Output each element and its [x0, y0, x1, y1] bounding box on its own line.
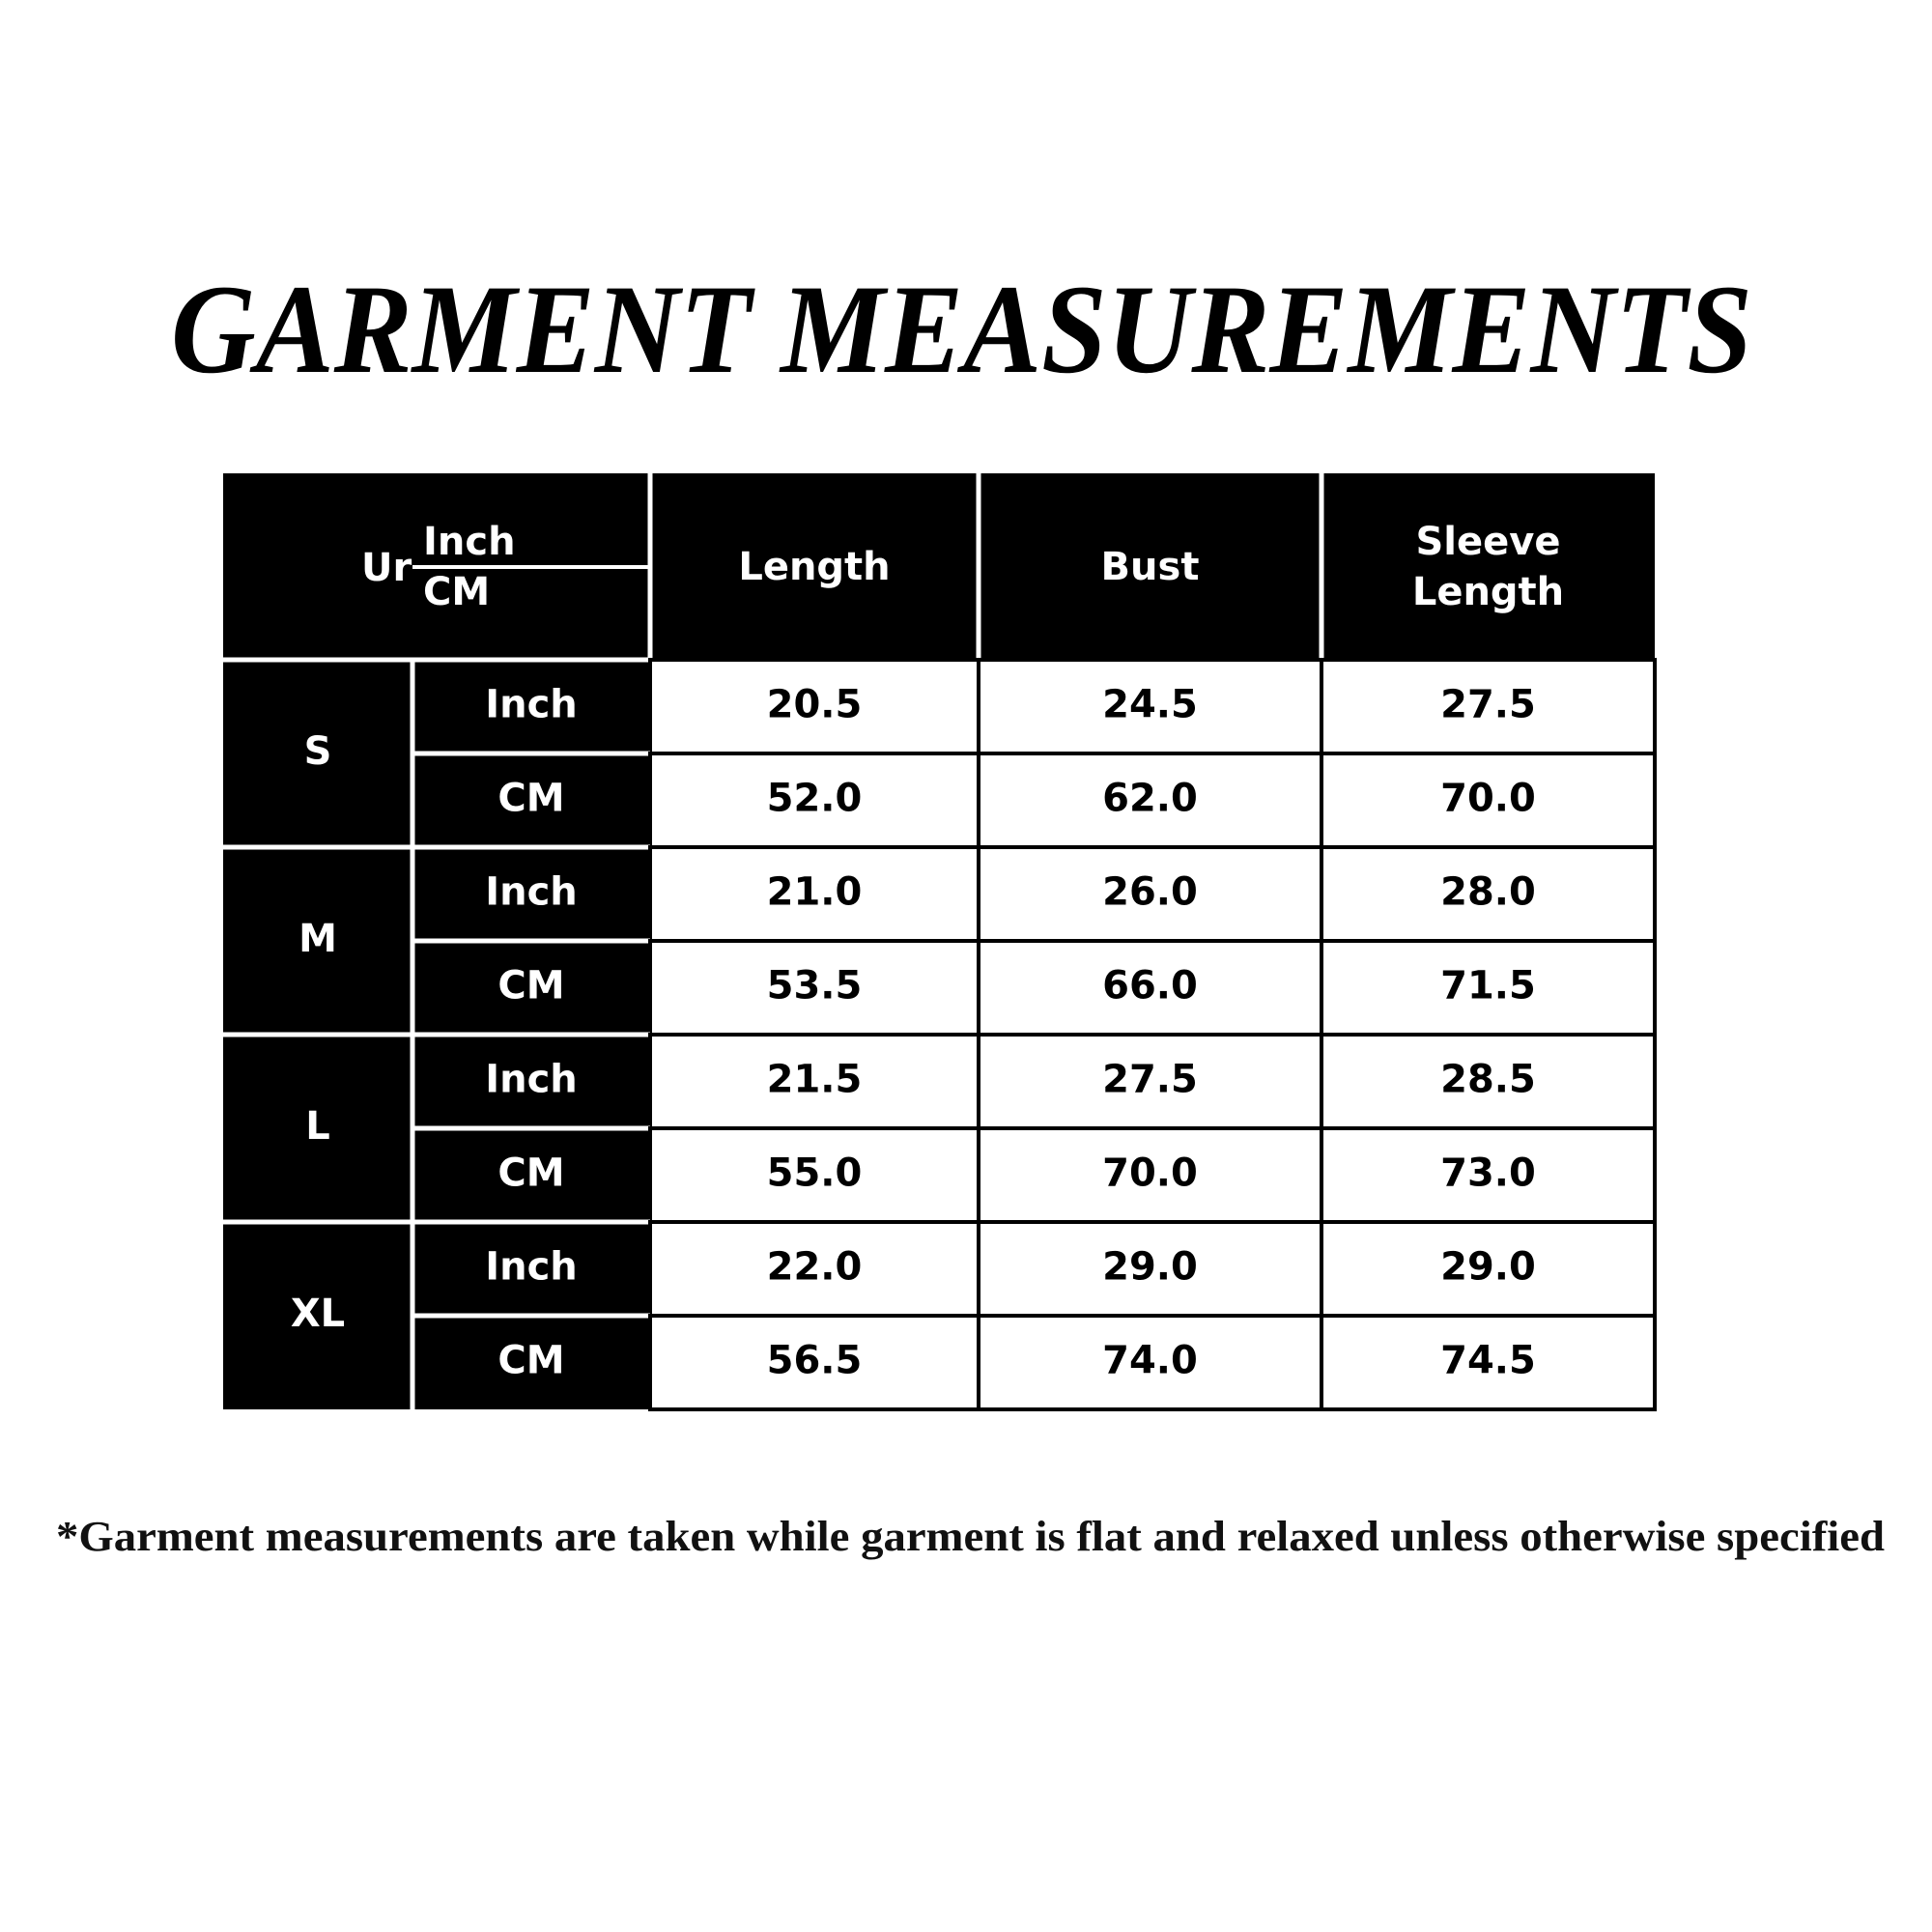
data-cell	[1320, 1126, 1657, 1224]
size-label: M	[298, 917, 337, 961]
data-cell	[1320, 845, 1657, 943]
data-cell	[648, 1126, 980, 1224]
data-cell	[1320, 752, 1657, 849]
cell-value: 29.0	[1440, 1245, 1536, 1290]
cell-value: 74.0	[1102, 1339, 1198, 1383]
corner-label: Ur	[361, 546, 412, 590]
footnote: *Garment measurements are taken while ga…	[56, 1513, 1885, 1560]
cell-value: 70.0	[1440, 777, 1536, 821]
data-cell	[1320, 1314, 1657, 1411]
unit-label: CM	[497, 777, 564, 821]
cell-value: 71.5	[1440, 964, 1536, 1009]
size-label: S	[304, 729, 332, 774]
data-cell	[1320, 1033, 1657, 1130]
cell-value: 20.5	[767, 683, 863, 727]
corner-bottom-label: CM	[423, 570, 490, 614]
data-cell	[977, 1220, 1323, 1318]
cell-value: 27.5	[1102, 1058, 1198, 1102]
column-header: Length	[738, 545, 890, 589]
cell-value: 27.5	[1440, 683, 1536, 727]
unit-label: CM	[497, 964, 564, 1009]
unit-label: CM	[497, 1339, 564, 1383]
cell-value: 52.0	[767, 777, 863, 821]
corner-top-label: Inch	[423, 520, 516, 564]
data-cell	[1320, 939, 1657, 1037]
cell-value: 26.0	[1102, 870, 1198, 915]
unit-label: CM	[497, 1151, 564, 1196]
cell-value: 28.5	[1440, 1058, 1536, 1102]
data-cell	[977, 939, 1323, 1037]
unit-label: Inch	[485, 1058, 578, 1102]
data-cell	[648, 1033, 980, 1130]
data-cell	[648, 752, 980, 849]
cell-value: 73.0	[1440, 1151, 1536, 1196]
data-cell	[1320, 658, 1657, 755]
size-label: XL	[291, 1292, 345, 1336]
data-cell	[1320, 1220, 1657, 1318]
unit-label: Inch	[485, 683, 578, 727]
cell-value: 24.5	[1102, 683, 1198, 727]
page-title: GARMENT MEASUREMENTS	[171, 258, 1752, 400]
cell-value: 74.5	[1440, 1339, 1536, 1383]
size-label: L	[305, 1104, 330, 1149]
cell-value: 29.0	[1102, 1245, 1198, 1290]
unit-label: Inch	[485, 870, 578, 915]
cell-value: 53.5	[767, 964, 863, 1009]
cell-value: 22.0	[767, 1245, 863, 1290]
cell-value: 21.0	[767, 870, 863, 915]
data-cell	[977, 752, 1323, 849]
column-header: Sleeve Length	[1412, 520, 1564, 614]
cell-value: 66.0	[1102, 964, 1198, 1009]
cell-value: 55.0	[767, 1151, 863, 1196]
column-header: Bust	[1101, 545, 1200, 589]
data-cell	[977, 1126, 1323, 1224]
cell-value: 56.5	[767, 1339, 863, 1383]
cell-value: 70.0	[1102, 1151, 1198, 1196]
cell-value: 21.5	[767, 1058, 863, 1102]
data-cell	[648, 845, 980, 943]
data-cell	[648, 939, 980, 1037]
unit-label: Inch	[485, 1245, 578, 1290]
cell-value: 62.0	[1102, 777, 1198, 821]
cell-value: 28.0	[1440, 870, 1536, 915]
data-cell	[977, 1033, 1323, 1130]
